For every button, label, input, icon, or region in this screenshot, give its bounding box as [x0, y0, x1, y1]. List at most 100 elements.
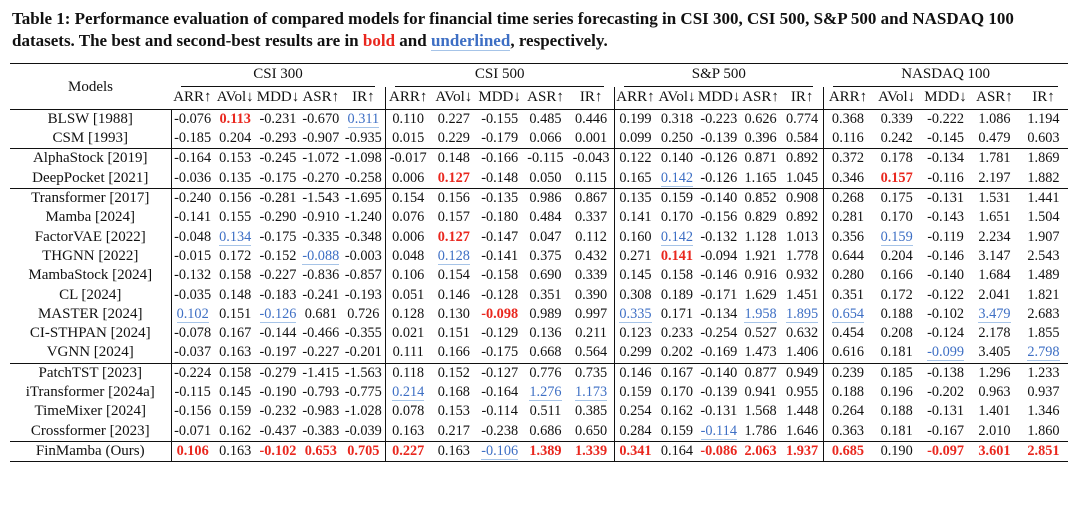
metric-value-cell: 0.214: [384, 383, 431, 403]
metric-value-cell: -0.231: [259, 110, 297, 127]
table-row: FinMamba (Ours) 0.106 0.163 -0.102 0.653 0.70…: [10, 441, 1068, 462]
metric-value-cell: 1.128: [744, 228, 777, 245]
metric-value-cell: -0.134: [927, 150, 965, 167]
metric-value-cell: 0.351: [529, 286, 562, 303]
metric-value-cell: -0.115: [527, 150, 564, 167]
caption-segment: Table 1: Performance evaluation of compa…: [12, 9, 1014, 51]
metric-value-cell: -0.201: [344, 344, 382, 361]
metric-value-cell: 0.146: [437, 286, 470, 303]
model-name: FinMamba (Ours): [35, 442, 145, 459]
metric-value-cell: -0.116: [927, 169, 964, 186]
metric-value-cell: 0.955: [786, 384, 819, 401]
metric-value-cell: -0.126: [257, 305, 300, 324]
best-result-value: 0.127: [437, 228, 470, 245]
metric-value-cell: 0.271: [613, 246, 657, 267]
model-name: PatchTST [2023]: [38, 364, 142, 381]
metric-value-cell: 0.170: [880, 209, 913, 226]
metric-value-cell: 0.166: [880, 267, 913, 284]
metric-value-cell: 0.217: [437, 422, 470, 439]
metric-value-cell: 0.308: [613, 285, 657, 305]
metric-value-cell: 0.227: [384, 441, 431, 462]
metric-value-cell: 0.989: [529, 305, 562, 322]
metric-value-cell: 0.484: [529, 209, 562, 226]
metric-value-cell: 2.063: [740, 441, 782, 461]
metric-value-cell: 0.123: [613, 324, 657, 344]
metric-value-cell: 0.190: [880, 442, 913, 459]
metric-value-cell: 0.908: [786, 190, 819, 207]
metric-value-cell: -0.129: [481, 325, 519, 342]
table-row: MambaStock [2024] -0.132 0.158 -0.227 -0.836…: [10, 266, 1068, 286]
metric-column-header: ARR↑: [171, 86, 214, 110]
metric-value-cell: -0.155: [481, 110, 519, 127]
table-row: MASTER [2024] 0.102 0.151 -0.126 0.681 0.726 0…: [10, 304, 1068, 325]
model-name: THGNN [2022]: [42, 247, 139, 264]
table-row: TimeMixer [2024] -0.156 0.159 -0.232 -0.983-…: [10, 402, 1068, 422]
best-result-value: 0.227: [392, 442, 425, 459]
metric-value-cell: 0.050: [529, 169, 562, 186]
second-best-result-value: 1.173: [575, 384, 608, 402]
metric-value-cell: 0.172: [880, 286, 913, 303]
metric-value-cell: 0.181: [880, 422, 913, 439]
metric-column-header: ASR↑: [970, 86, 1019, 110]
metric-value-cell: 0.339: [575, 267, 608, 284]
metric-value-cell: 1.882: [1027, 169, 1060, 186]
metric-value-cell: 0.356: [822, 227, 873, 247]
metric-value-cell: 1.568: [744, 403, 777, 420]
metric-value-cell: -0.190: [259, 384, 297, 401]
metric-value-cell: 1.086: [978, 110, 1011, 127]
metric-value-cell: -0.078: [170, 324, 214, 344]
metric-value-cell: 0.208: [880, 325, 913, 342]
metric-value-cell: -0.134: [700, 305, 738, 322]
metric-value-cell: 0.157: [872, 169, 921, 189]
metric-value-cell: 0.199: [613, 109, 657, 130]
metric-value-cell: 0.115: [575, 169, 607, 186]
metric-value-cell: 3.479: [970, 305, 1019, 324]
metric-value-cell: -0.293: [259, 130, 297, 147]
metric-value-cell: -0.466: [302, 325, 340, 342]
table-section: AlphaStock [2019] -0.164 0.153 -0.245 -1.072…: [10, 148, 1068, 189]
metric-value-cell: 0.650: [575, 422, 608, 439]
metric-value-cell: -0.017: [384, 148, 431, 169]
metric-value-cell: -0.164: [481, 384, 519, 401]
metric-value-cell: -0.102: [927, 305, 965, 322]
dataset-group-label: CSI 500: [395, 66, 605, 87]
metric-value-cell: 0.171: [660, 305, 694, 322]
metric-value-cell: -0.164: [170, 148, 214, 169]
metric-value-cell: 0.997: [575, 305, 608, 322]
metric-value-cell: 0.163: [384, 421, 431, 442]
metric-value-cell: 0.155: [219, 209, 252, 226]
metric-value-cell: 0.158: [219, 364, 252, 381]
metric-value-cell: 0.351: [822, 285, 873, 305]
metric-value-cell: 0.188: [822, 383, 873, 403]
metric-value-cell: 0.311: [342, 109, 385, 129]
metric-value-cell: 0.337: [575, 209, 608, 226]
metric-value-cell: 0.127: [431, 228, 477, 247]
dataset-group-label: S&P 500: [624, 66, 814, 87]
metric-value-cell: -0.140: [700, 190, 738, 207]
second-best-result-value: 1.276: [529, 384, 562, 402]
metric-value-cell: 0.250: [660, 130, 694, 147]
second-best-result-value: 1.895: [786, 305, 819, 323]
metric-value-cell: 1.194: [1027, 110, 1060, 127]
metric-value-cell: 0.284: [613, 421, 657, 442]
model-name: BLSW [1988]: [47, 110, 133, 127]
metric-value-cell: 1.629: [744, 286, 777, 303]
metric-value-cell: 0.158: [219, 267, 252, 284]
model-name: TimeMixer [2024]: [34, 403, 147, 420]
metric-column-header: ARR↑: [822, 86, 873, 110]
metric-value-cell: 0.116: [822, 129, 873, 149]
metric-value-cell: 0.159: [660, 422, 694, 439]
metric-value-cell: 1.296: [978, 364, 1011, 381]
caption-segment: bold: [362, 31, 396, 51]
metric-value-cell: 0.110: [384, 109, 431, 130]
metric-value-cell: 0.167: [219, 325, 252, 342]
metric-column-header: AVol↓: [872, 86, 922, 110]
metric-value-cell: 0.001: [575, 130, 608, 147]
metric-value-cell: 0.047: [529, 228, 562, 245]
metric-value-cell: -0.241: [302, 286, 340, 303]
second-best-result-value: 0.142: [660, 169, 694, 187]
metric-value-cell: -0.124: [927, 325, 965, 342]
metric-value-cell: 1.276: [523, 383, 569, 402]
metric-value-cell: -1.240: [344, 209, 382, 226]
metric-value-cell: 0.776: [529, 364, 562, 381]
